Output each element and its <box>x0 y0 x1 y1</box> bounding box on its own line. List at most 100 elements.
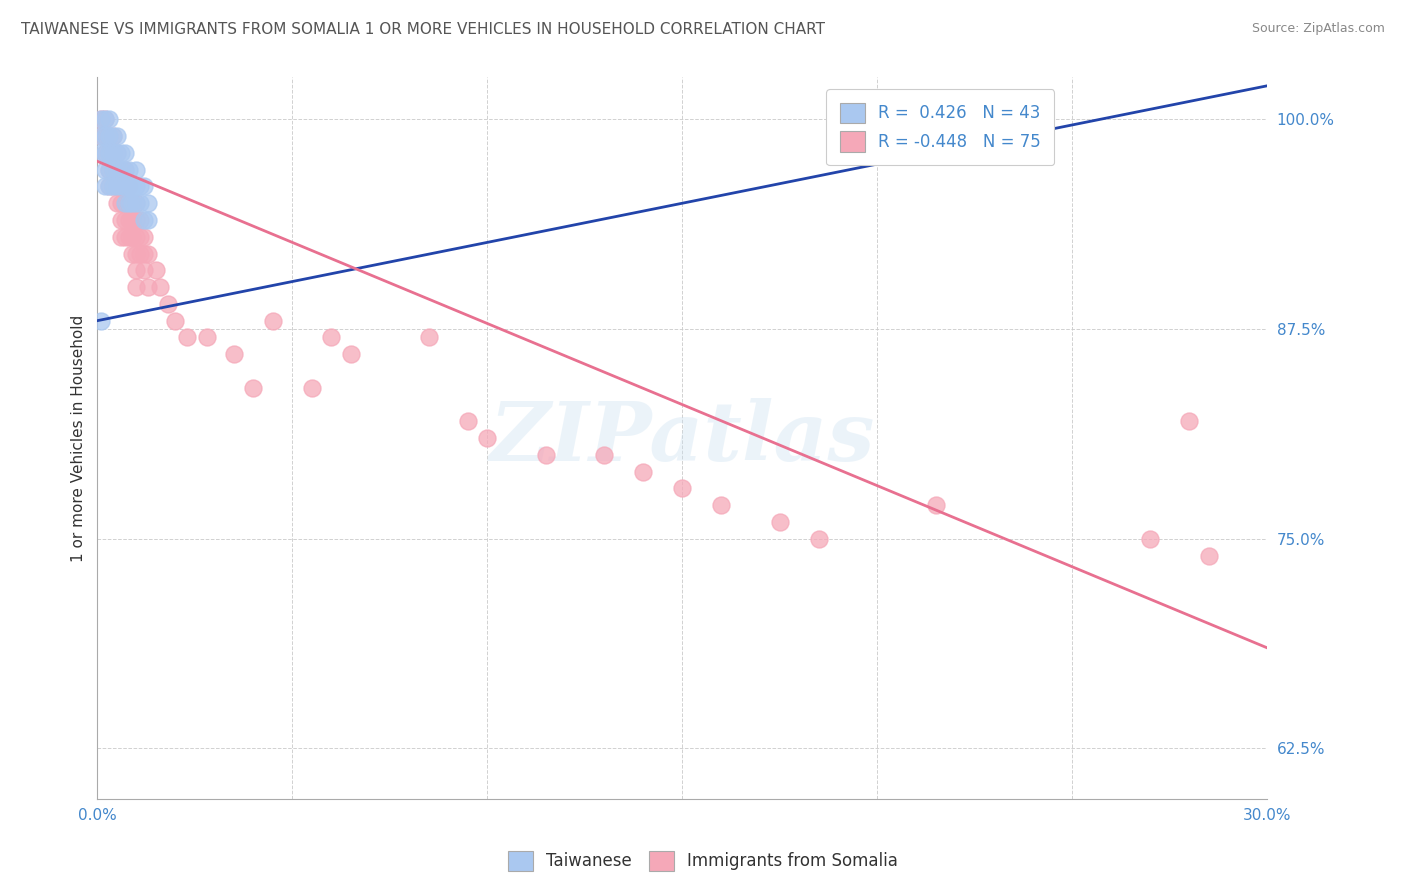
Point <box>176 330 198 344</box>
Point <box>98 179 121 194</box>
Point <box>710 498 733 512</box>
Point <box>807 532 830 546</box>
Point <box>114 229 136 244</box>
Point <box>110 229 132 244</box>
Point <box>136 213 159 227</box>
Point <box>321 330 343 344</box>
Point <box>134 229 156 244</box>
Point <box>301 381 323 395</box>
Point <box>94 179 117 194</box>
Point <box>114 162 136 177</box>
Legend: Taiwanese, Immigrants from Somalia: Taiwanese, Immigrants from Somalia <box>499 842 907 880</box>
Point <box>117 196 139 211</box>
Point <box>165 314 187 328</box>
Point <box>105 179 128 194</box>
Point <box>121 229 143 244</box>
Point <box>114 145 136 160</box>
Point <box>114 162 136 177</box>
Point <box>94 145 117 160</box>
Point <box>101 145 124 160</box>
Point <box>121 179 143 194</box>
Point <box>262 314 284 328</box>
Point <box>101 162 124 177</box>
Point <box>1139 532 1161 546</box>
Point <box>117 213 139 227</box>
Point <box>117 196 139 211</box>
Point <box>149 280 172 294</box>
Point <box>769 515 792 529</box>
Point <box>105 129 128 144</box>
Point <box>121 196 143 211</box>
Point <box>105 179 128 194</box>
Point <box>222 347 245 361</box>
Point <box>110 196 132 211</box>
Point <box>94 145 117 160</box>
Point <box>125 196 148 211</box>
Text: TAIWANESE VS IMMIGRANTS FROM SOMALIA 1 OR MORE VEHICLES IN HOUSEHOLD CORRELATION: TAIWANESE VS IMMIGRANTS FROM SOMALIA 1 O… <box>21 22 825 37</box>
Point <box>117 179 139 194</box>
Point <box>1198 549 1220 563</box>
Point <box>134 213 156 227</box>
Point <box>114 179 136 194</box>
Point <box>671 482 693 496</box>
Point <box>457 414 479 428</box>
Text: Source: ZipAtlas.com: Source: ZipAtlas.com <box>1251 22 1385 36</box>
Point <box>117 179 139 194</box>
Point <box>110 162 132 177</box>
Point <box>98 162 121 177</box>
Point <box>924 498 946 512</box>
Point <box>101 179 124 194</box>
Point <box>631 465 654 479</box>
Point <box>145 263 167 277</box>
Point <box>101 145 124 160</box>
Point <box>477 431 499 445</box>
Point <box>134 263 156 277</box>
Point <box>105 162 128 177</box>
Point <box>129 196 152 211</box>
Point <box>90 145 112 160</box>
Point <box>114 196 136 211</box>
Point <box>98 145 121 160</box>
Point <box>90 314 112 328</box>
Point <box>129 179 152 194</box>
Point <box>121 246 143 260</box>
Point <box>121 196 143 211</box>
Point <box>136 196 159 211</box>
Point <box>101 162 124 177</box>
Point <box>90 129 112 144</box>
Point <box>98 129 121 144</box>
Point <box>125 246 148 260</box>
Point <box>136 246 159 260</box>
Point <box>418 330 440 344</box>
Point <box>105 145 128 160</box>
Point <box>114 213 136 227</box>
Point <box>242 381 264 395</box>
Point <box>121 213 143 227</box>
Point <box>1178 414 1201 428</box>
Point <box>136 280 159 294</box>
Point <box>156 297 179 311</box>
Point <box>98 145 121 160</box>
Point <box>110 179 132 194</box>
Point <box>101 129 124 144</box>
Point <box>125 280 148 294</box>
Point <box>129 246 152 260</box>
Point <box>90 129 112 144</box>
Point <box>534 448 557 462</box>
Point <box>110 145 132 160</box>
Point <box>110 213 132 227</box>
Point <box>98 129 121 144</box>
Point <box>117 229 139 244</box>
Point <box>125 263 148 277</box>
Point <box>114 179 136 194</box>
Point <box>125 162 148 177</box>
Legend: R =  0.426   N = 43, R = -0.448   N = 75: R = 0.426 N = 43, R = -0.448 N = 75 <box>827 89 1054 165</box>
Point <box>110 179 132 194</box>
Point <box>129 229 152 244</box>
Point <box>90 112 112 127</box>
Point <box>101 179 124 194</box>
Point <box>125 229 148 244</box>
Point <box>98 162 121 177</box>
Point <box>94 129 117 144</box>
Point <box>98 179 121 194</box>
